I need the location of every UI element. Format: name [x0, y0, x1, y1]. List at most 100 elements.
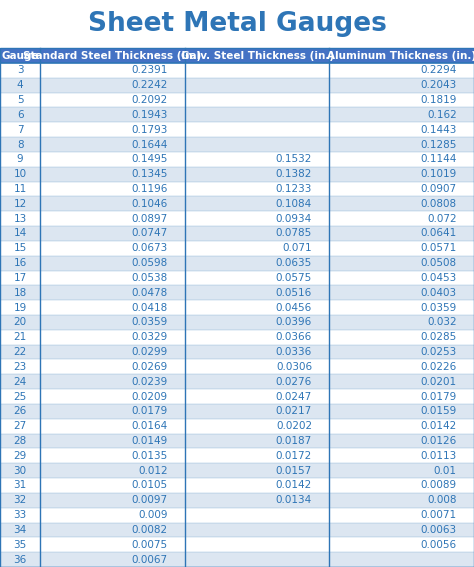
Bar — [0, 241, 474, 256]
Bar — [0, 300, 474, 315]
Text: Gauge: Gauge — [1, 50, 39, 61]
Text: 36: 36 — [14, 555, 27, 565]
Text: 20: 20 — [14, 318, 27, 327]
Text: 4: 4 — [17, 81, 23, 90]
Text: 19: 19 — [14, 303, 27, 312]
Text: 32: 32 — [14, 496, 27, 505]
Text: 17: 17 — [14, 273, 27, 283]
Text: 0.1819: 0.1819 — [420, 95, 456, 105]
Text: 0.0276: 0.0276 — [276, 376, 312, 387]
Text: 26: 26 — [14, 407, 27, 416]
Text: 0.0067: 0.0067 — [131, 555, 167, 565]
Text: 0.0359: 0.0359 — [420, 303, 456, 312]
Text: 0.162: 0.162 — [427, 110, 456, 120]
Text: 0.0575: 0.0575 — [276, 273, 312, 283]
Text: 0.1285: 0.1285 — [420, 139, 456, 150]
Text: 23: 23 — [14, 362, 27, 372]
Bar — [0, 211, 474, 226]
Text: Sheet Metal Gauges: Sheet Metal Gauges — [88, 11, 386, 37]
Text: 0.0673: 0.0673 — [131, 243, 167, 253]
Text: 0.1019: 0.1019 — [420, 169, 456, 179]
Text: 0.032: 0.032 — [427, 318, 456, 327]
Text: 0.0209: 0.0209 — [131, 392, 167, 401]
Bar — [0, 152, 474, 167]
Bar — [0, 108, 474, 122]
Text: 16: 16 — [14, 258, 27, 268]
Text: 0.0456: 0.0456 — [276, 303, 312, 312]
Text: 0.0226: 0.0226 — [420, 362, 456, 372]
Bar — [0, 434, 474, 448]
Text: 0.0082: 0.0082 — [131, 525, 167, 535]
Text: Aluminum Thickness (in.): Aluminum Thickness (in.) — [327, 50, 474, 61]
Bar — [0, 552, 474, 567]
Text: 0.2294: 0.2294 — [420, 65, 456, 75]
Text: 0.0164: 0.0164 — [131, 421, 167, 431]
Text: 0.0571: 0.0571 — [420, 243, 456, 253]
Text: 0.0157: 0.0157 — [276, 466, 312, 476]
Bar — [0, 92, 474, 108]
Text: 0.0598: 0.0598 — [131, 258, 167, 268]
Text: 27: 27 — [14, 421, 27, 431]
Text: 0.1196: 0.1196 — [131, 184, 167, 194]
Text: 0.0253: 0.0253 — [420, 347, 456, 357]
Text: 25: 25 — [14, 392, 27, 401]
Text: 33: 33 — [14, 510, 27, 520]
Bar — [0, 256, 474, 270]
Text: 7: 7 — [17, 125, 23, 135]
Bar — [0, 507, 474, 523]
Text: 0.0142: 0.0142 — [420, 421, 456, 431]
Bar — [0, 181, 474, 196]
Bar — [0, 463, 474, 478]
Text: 0.071: 0.071 — [283, 243, 312, 253]
Text: 0.0641: 0.0641 — [420, 229, 456, 239]
Text: 0.1233: 0.1233 — [276, 184, 312, 194]
Text: 0.0097: 0.0097 — [131, 496, 167, 505]
Bar — [0, 137, 474, 152]
Bar — [0, 538, 474, 552]
Text: 0.0135: 0.0135 — [131, 451, 167, 461]
Text: 12: 12 — [14, 199, 27, 209]
Text: 28: 28 — [14, 436, 27, 446]
Text: 0.072: 0.072 — [427, 214, 456, 223]
Bar — [0, 345, 474, 359]
Text: 31: 31 — [14, 480, 27, 490]
Text: 0.0113: 0.0113 — [420, 451, 456, 461]
Text: 0.0808: 0.0808 — [420, 199, 456, 209]
Text: 0.1532: 0.1532 — [276, 154, 312, 164]
Text: 0.0635: 0.0635 — [276, 258, 312, 268]
Text: 30: 30 — [14, 466, 27, 476]
Text: 29: 29 — [14, 451, 27, 461]
Bar — [0, 78, 474, 92]
Text: 8: 8 — [17, 139, 23, 150]
Text: 0.0359: 0.0359 — [131, 318, 167, 327]
Text: 3: 3 — [17, 65, 23, 75]
Text: 6: 6 — [17, 110, 23, 120]
Text: 0.1793: 0.1793 — [131, 125, 167, 135]
Text: 0.1084: 0.1084 — [276, 199, 312, 209]
Text: 0.0418: 0.0418 — [131, 303, 167, 312]
Text: 0.0285: 0.0285 — [420, 332, 456, 342]
Bar — [0, 330, 474, 345]
Text: 0.1046: 0.1046 — [131, 199, 167, 209]
Text: 0.0336: 0.0336 — [276, 347, 312, 357]
Text: 34: 34 — [14, 525, 27, 535]
Text: 0.0201: 0.0201 — [420, 376, 456, 387]
Text: 0.01: 0.01 — [434, 466, 456, 476]
Text: 0.0934: 0.0934 — [276, 214, 312, 223]
Text: 11: 11 — [14, 184, 27, 194]
Text: 14: 14 — [14, 229, 27, 239]
Bar — [0, 523, 474, 538]
Text: 0.0105: 0.0105 — [131, 480, 167, 490]
Text: 0.008: 0.008 — [427, 496, 456, 505]
Text: 0.2242: 0.2242 — [131, 81, 167, 90]
Text: 0.0299: 0.0299 — [131, 347, 167, 357]
Text: 0.012: 0.012 — [138, 466, 167, 476]
Text: 10: 10 — [14, 169, 27, 179]
Bar — [0, 315, 474, 330]
Bar — [0, 419, 474, 434]
Text: 0.0508: 0.0508 — [420, 258, 456, 268]
Text: 0.1382: 0.1382 — [276, 169, 312, 179]
Text: 0.1345: 0.1345 — [131, 169, 167, 179]
Bar — [0, 285, 474, 300]
Text: 24: 24 — [14, 376, 27, 387]
